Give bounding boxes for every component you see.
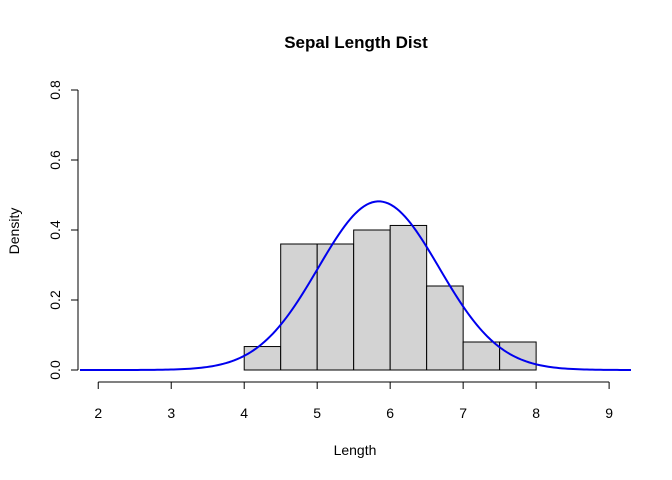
x-tick-label-0: 2 (94, 405, 102, 421)
histogram-bar-4 (389, 224, 428, 371)
chart-title: Sepal Length Dist (284, 33, 428, 52)
x-tick-label-2: 4 (240, 405, 248, 421)
x-tick-label-1: 3 (167, 405, 175, 421)
histogram-bar-3 (353, 229, 391, 371)
y-tick-label-0: 0.0 (47, 360, 63, 380)
histogram-bar-5 (426, 285, 464, 371)
y-axis: 0.0 0.2 0.4 0.6 0.8 (47, 80, 79, 380)
x-tick-label-7: 9 (605, 405, 613, 421)
x-tick-label-5: 7 (459, 405, 467, 421)
histogram-bar-2 (316, 243, 355, 371)
x-tick-label-4: 6 (386, 405, 394, 421)
y-tick-label-2: 0.4 (47, 220, 63, 240)
x-axis: 2 3 4 5 6 7 8 9 (94, 381, 613, 421)
histogram-bars (243, 224, 537, 371)
density-curve (80, 200, 631, 371)
histogram-bar-6 (462, 341, 501, 371)
y-axis-label: Density (6, 208, 22, 255)
y-tick-label-3: 0.6 (47, 150, 63, 170)
y-tick-label-4: 0.8 (47, 80, 63, 100)
histogram-bar-0 (243, 346, 282, 371)
histogram-bar-1 (280, 243, 318, 371)
x-axis-label: Length (334, 442, 377, 458)
histogram-bar-7 (499, 341, 537, 371)
x-tick-label-6: 8 (532, 405, 540, 421)
x-tick-label-3: 5 (313, 405, 321, 421)
y-tick-label-1: 0.2 (47, 290, 63, 310)
